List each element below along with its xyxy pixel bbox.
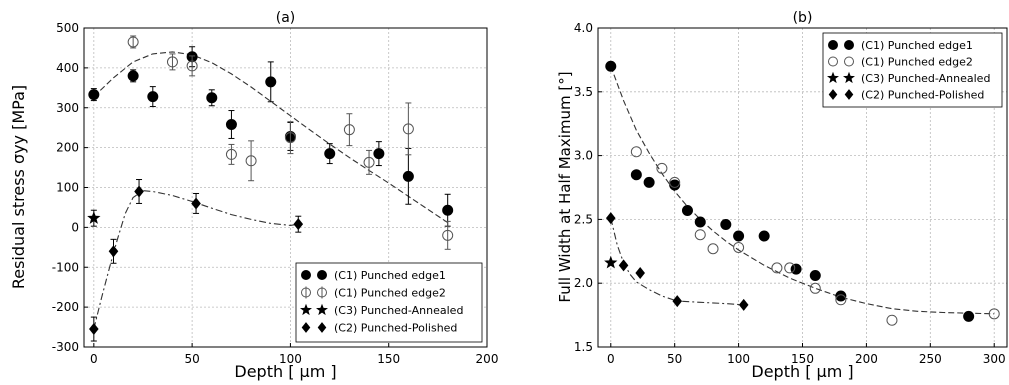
legend-marker [318,271,327,280]
x-tick-label: 250 [919,352,942,366]
legend-label: (C2) Punched-Polished [861,89,984,102]
legend-marker [302,271,311,280]
y-tick-label: 3.5 [574,85,593,99]
panel-a: 0 50 100 150 200 -300 -200 -100 0 100 200 300 400 50… [9,10,498,381]
legend-label: (C1) Punched edge1 [861,39,973,52]
legend-label: (C1) Punched edge2 [861,56,973,69]
b-x-axis-label: Depth [ μm ] [751,362,853,381]
data-point [964,311,974,321]
y-tick-label: -300 [52,340,79,354]
x-tick-label: 200 [476,352,499,366]
data-point [759,231,769,241]
b-y-axis-label: Full Width at Half Maximum [°] [556,71,574,302]
a-legend: (C1) Punched edge1 (C1) Punched edge2 (C3)… [296,263,482,342]
data-point [644,177,654,187]
panel-b: 0 50 100 150 200 250 300 1.5 2.0 2.5 3.0 3.5 4.0 (b… [556,10,1007,381]
data-point [606,61,616,71]
data-point [403,171,413,181]
data-point [266,77,276,87]
x-tick-label: 50 [667,352,682,366]
y-tick-label: 2.5 [574,212,593,226]
x-tick-label: 200 [855,352,878,366]
y-tick-label: 200 [56,141,79,155]
a-y-axis-label: Residual stress σyy [MPa] [9,85,28,289]
legend-label: (C1) Punched edge1 [334,269,446,282]
data-point [721,220,731,230]
legend-label: (C2) Punched-Polished [334,322,457,335]
data-point [443,205,453,215]
legend-label: (C3) Punched-Annealed [861,72,990,85]
data-point [791,264,801,274]
data-point [325,149,335,159]
y-tick-label: 100 [56,181,79,195]
x-tick-label: 150 [377,352,400,366]
data-point [374,149,384,159]
x-tick-label: 50 [184,352,199,366]
data-point [631,170,641,180]
data-point [734,231,744,241]
data-point [89,90,99,100]
y-tick-label: 0 [71,220,79,234]
y-tick-label: -200 [52,300,79,314]
data-point [682,205,692,215]
legend-label: (C1) Punched edge2 [334,287,446,300]
data-point [128,71,138,81]
x-tick-label: 0 [607,352,615,366]
y-tick-label: 4.0 [574,21,593,35]
y-tick-label: 500 [56,21,79,35]
y-tick-label: -100 [52,260,79,274]
y-tick-label: 2.0 [574,276,593,290]
a-title: (a) [276,10,296,26]
y-tick-label: 3.0 [574,149,593,163]
x-tick-label: 100 [727,352,750,366]
legend-marker [845,41,854,50]
b-legend: (C1) Punched edge1 (C1) Punched edge2 (C3)… [823,33,1002,107]
b-title: (b) [793,10,813,26]
legend-label: (C3) Punched-Annealed [334,304,463,317]
data-point [207,93,217,103]
x-tick-label: 0 [90,352,98,366]
data-point [695,217,705,227]
x-tick-label: 300 [983,352,1006,366]
y-tick-label: 300 [56,101,79,115]
data-point [810,271,820,281]
data-point [226,119,236,129]
data-point [670,180,680,190]
legend-marker [829,41,838,50]
data-point [148,92,158,102]
y-tick-label: 1.5 [574,340,593,354]
a-x-axis-label: Depth [ μm ] [234,362,336,381]
a-y-ticks: -300 -200 -100 0 100 200 300 400 500 [52,21,88,354]
y-tick-label: 400 [56,61,79,75]
